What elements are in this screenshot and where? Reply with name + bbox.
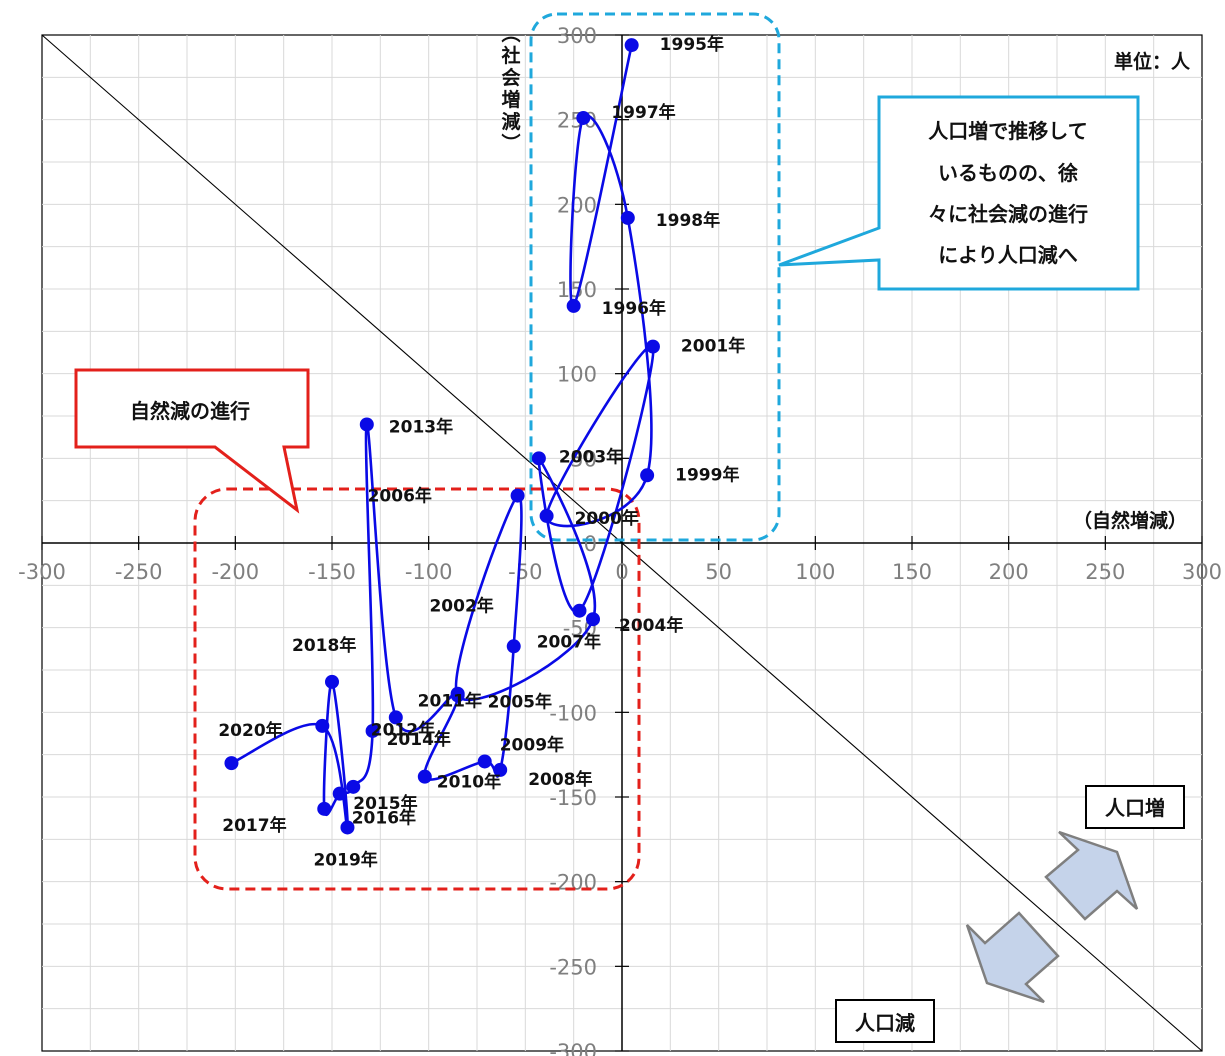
increase-label-box (1085, 785, 1185, 829)
data-label: 2000年 (575, 508, 639, 529)
data-label: 2014年 (387, 729, 451, 750)
data-label: 2009年 (500, 734, 564, 755)
unit-note: 単位：人 (1114, 50, 1191, 73)
x-tick-label: 100 (795, 560, 835, 584)
blue-callout-box (778, 95, 1140, 291)
decrease-label-box (835, 999, 935, 1043)
data-label: 2010年 (437, 772, 501, 793)
data-point (576, 110, 591, 125)
data-label: 2001年 (681, 336, 745, 357)
y-tick-label: -150 (549, 786, 597, 810)
blue-region (529, 12, 781, 542)
data-label: 2002年 (429, 596, 493, 617)
data-label: 2012年 (371, 719, 435, 740)
y-tick-label: 300 (557, 24, 597, 48)
data-point (586, 612, 600, 627)
data-label: 1997年 (611, 102, 675, 123)
x-axis-label: （自然増減） (1073, 509, 1187, 532)
data-point (493, 762, 508, 777)
data-point (315, 718, 330, 733)
data-point (450, 686, 465, 701)
x-tick-label: 0 (615, 560, 628, 584)
blue-callout-line-1: 人口増で推移して (928, 119, 1087, 143)
data-point (359, 417, 374, 432)
decrease-label: 人口減 (855, 1011, 915, 1035)
x-tick-label: -100 (405, 560, 453, 584)
data-label: 2017年 (222, 815, 286, 836)
data-point (539, 508, 554, 523)
data-point (477, 754, 492, 769)
data-label: 2016年 (352, 808, 416, 829)
data-point (566, 298, 581, 313)
data-label: 1998年 (656, 210, 720, 231)
data-label: 2011年 (418, 691, 482, 712)
data-label: 1999年 (675, 464, 739, 485)
data-point (572, 603, 587, 618)
point-labels: 1995年 1996年 1997年 1998年 1999年 2000年 2001年 2002年… (218, 34, 745, 870)
data-label: 2015年 (353, 793, 417, 814)
data-label: 2006年 (368, 486, 432, 507)
red-region (193, 487, 641, 891)
data-point (340, 820, 355, 835)
x-tick-label: -200 (211, 560, 259, 584)
data-points (224, 38, 660, 835)
x-tick-label: 200 (989, 560, 1029, 584)
data-point (317, 801, 332, 816)
x-tick-label: -250 (115, 560, 163, 584)
increase-label: 人口増 (1105, 796, 1165, 820)
decrease-arrow-icon (965, 911, 1060, 1004)
y-tick-label: 100 (557, 363, 597, 387)
data-point (332, 786, 347, 801)
data-label: 2008年 (528, 769, 592, 790)
data-label: 1996年 (602, 298, 666, 319)
data-point (624, 38, 639, 53)
y-tick-label: -300 (549, 1040, 597, 1056)
data-point (645, 339, 660, 354)
x-tick-label: 50 (705, 560, 732, 584)
data-label: 2019年 (313, 849, 377, 870)
data-label: 2007年 (537, 631, 601, 652)
x-tick-label: -150 (308, 560, 356, 584)
increase-arrow-icon (1044, 830, 1139, 921)
data-label: 2003年 (559, 446, 623, 467)
x-tick-label: 300 (1182, 560, 1222, 584)
y-tick-label: 200 (557, 193, 597, 217)
y-tick-label: 0 (584, 532, 597, 556)
blue-callout-line-4: により人口減へ (938, 243, 1078, 267)
x-tick-label: 150 (892, 560, 932, 584)
y-tick-label: 50 (570, 447, 597, 471)
red-callout-text: 自然減の進行 (130, 399, 250, 423)
axes (41, 34, 1203, 1052)
data-point (531, 451, 546, 466)
data-point (640, 468, 655, 483)
data-point (325, 674, 339, 689)
data-point (388, 710, 403, 725)
x-tick-label: -300 (18, 560, 66, 584)
y-axis-label: ︵社会増減︶ (500, 23, 520, 155)
data-point (510, 488, 525, 503)
data-label: 2018年 (292, 635, 356, 656)
data-point (346, 779, 361, 794)
y-tick-label: -250 (549, 955, 597, 979)
data-label: 2013年 (389, 416, 453, 437)
data-label: 2020年 (218, 720, 282, 741)
data-point (620, 210, 635, 225)
data-label: 1995年 (660, 34, 724, 55)
blue-callout-line-3: 々に社会減の進行 (928, 202, 1088, 226)
data-point (224, 756, 239, 771)
blue-callout-line-2: いるものの、徐 (938, 161, 1078, 185)
tick-labels: -300 -250 -200 -150 -100 -50 0 50 100 150 200 250 30… (18, 24, 1222, 1056)
data-label: 2005年 (488, 691, 552, 712)
data-label: 2004年 (619, 615, 683, 636)
red-callout-box (74, 368, 310, 514)
x-tick-label: -50 (508, 560, 542, 584)
y-tick-label: -100 (549, 701, 597, 725)
x-tick-label: 250 (1085, 560, 1125, 584)
data-point (417, 769, 432, 784)
data-point (506, 639, 521, 654)
data-point (365, 723, 380, 738)
y-tick-label: -200 (549, 871, 597, 895)
